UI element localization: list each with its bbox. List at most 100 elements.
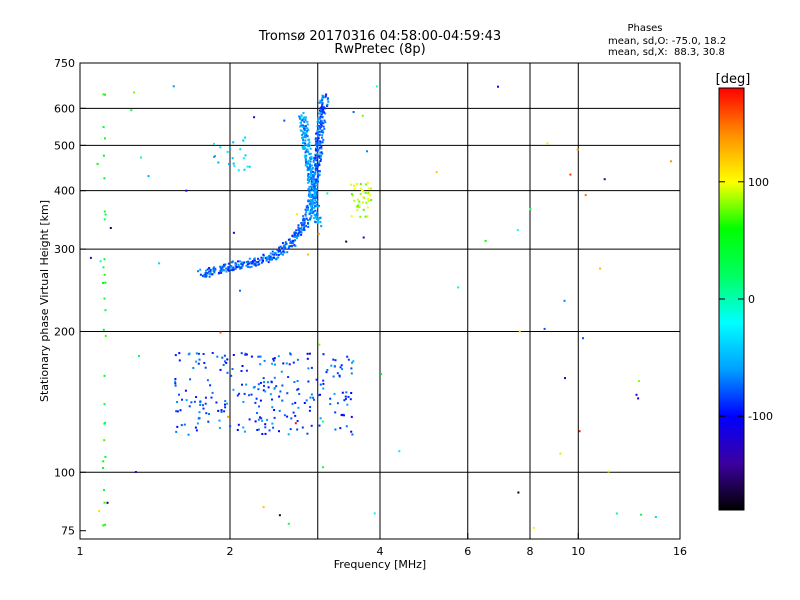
data-point [312,161,315,163]
data-point [367,198,370,200]
data-point [318,130,321,133]
data-point [104,334,107,337]
data-point [322,122,325,125]
data-point [353,199,356,202]
data-point [268,429,271,432]
data-point [310,366,313,369]
data-point [364,191,367,194]
data-point [189,378,192,381]
data-point [320,119,323,122]
data-point [307,159,310,162]
data-point [347,358,350,361]
data-point [277,253,280,256]
data-point [267,386,270,389]
data-point [205,274,208,277]
data-point [286,251,289,254]
data-point [277,355,280,358]
data-point [578,430,581,433]
data-point [102,328,105,331]
data-point [278,395,281,398]
data-point [301,137,304,140]
data-point [237,260,239,263]
data-point [219,331,222,334]
data-point [264,390,267,393]
data-point [312,181,315,183]
data-point [315,168,318,171]
data-point [308,188,311,191]
data-point [271,398,273,401]
data-point [315,218,318,220]
data-point [301,134,304,136]
data-point [103,374,106,377]
data-point [296,234,299,237]
y-tick-label: 750 [54,57,75,70]
data-point [102,460,105,463]
data-point [271,406,274,409]
data-point [268,258,271,261]
data-point [273,357,276,360]
data-point [322,353,325,356]
data-point [309,173,312,176]
data-point [304,132,307,135]
data-point [315,188,318,191]
data-point [308,190,311,193]
data-point [344,395,347,398]
data-point [264,432,267,435]
data-point [307,162,310,165]
data-point [176,410,179,413]
data-point [316,182,319,184]
data-point [311,193,314,196]
data-point [249,261,252,264]
data-point [312,159,315,162]
data-point [301,125,304,128]
data-point [321,96,324,99]
data-point [314,197,317,200]
data-point [198,411,201,414]
data-point [312,195,315,198]
data-point [248,266,251,269]
data-point [304,125,307,127]
data-point [306,123,309,126]
data-point [373,512,376,515]
data-point [339,366,342,369]
colorbar-ticks: 100 0 -100 [719,176,773,423]
data-point [232,388,235,391]
data-point [305,163,308,166]
data-point [517,491,520,494]
data-point [302,141,305,144]
data-point [305,154,308,157]
data-point [272,359,275,362]
data-point [334,428,337,431]
data-point [301,228,303,231]
data-point [319,151,322,154]
data-point [320,151,323,154]
data-point [310,204,313,207]
data-point [327,97,329,99]
data-point [306,177,309,180]
data-point [287,433,290,436]
data-point [318,101,321,104]
data-point [256,429,259,431]
data-point [309,164,311,167]
data-point [607,470,610,473]
data-point [317,117,320,120]
data-point [103,258,106,261]
data-point [316,213,318,216]
data-point [316,154,319,157]
data-point [316,192,319,195]
data-point [322,387,325,390]
data-point [282,362,285,365]
data-point [247,260,250,263]
data-point [312,206,315,209]
data-point [351,361,353,364]
data-point [305,134,308,137]
data-point [286,392,289,395]
data-point [256,412,258,414]
data-point [582,337,584,340]
data-point [320,158,322,161]
data-point [198,358,201,361]
data-point [133,91,136,94]
data-point [306,120,309,123]
data-point [179,409,182,412]
data-point [321,129,324,132]
